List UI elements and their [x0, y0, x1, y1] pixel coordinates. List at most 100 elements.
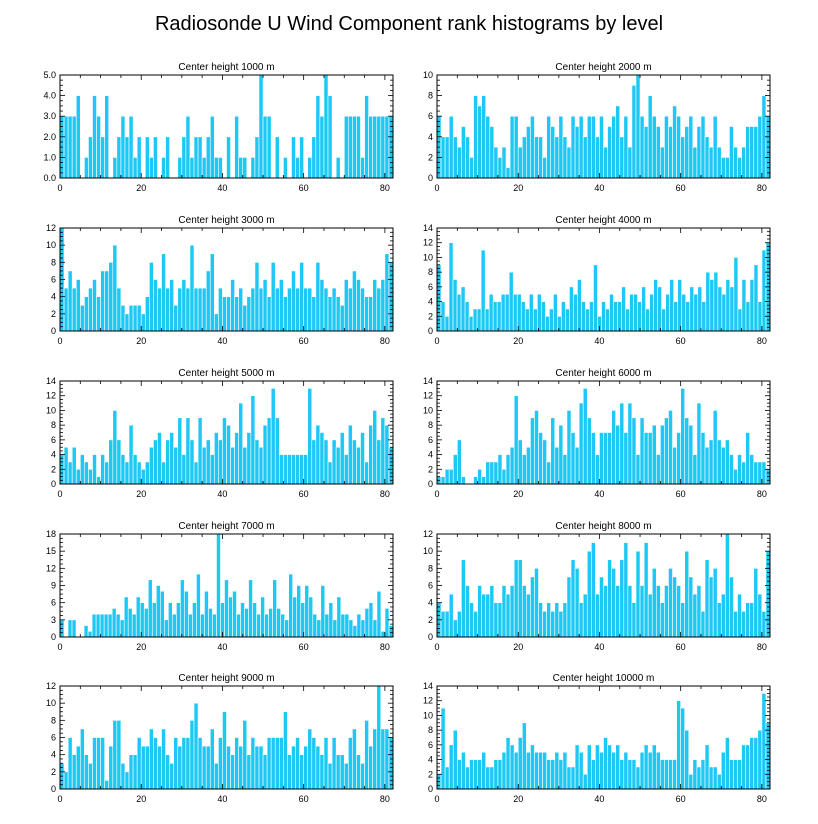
- histogram-bar: [631, 85, 637, 179]
- histogram-bar: [676, 115, 681, 179]
- y-tick-label: 12: [46, 223, 56, 233]
- histogram-bar: [185, 737, 191, 790]
- histogram-bar: [348, 619, 354, 638]
- y-tick-label: 12: [423, 391, 433, 401]
- histogram-bar: [457, 610, 462, 638]
- histogram-bar: [264, 613, 269, 638]
- x-tick-label: 0: [434, 183, 439, 193]
- histogram-bar: [161, 728, 166, 790]
- histogram-bar: [517, 439, 523, 485]
- histogram-bar: [250, 395, 256, 485]
- histogram-bar: [574, 446, 580, 485]
- panel-title: Center height 9000 m: [178, 673, 274, 684]
- histogram-bar: [173, 737, 179, 790]
- histogram-bar: [100, 136, 105, 179]
- panel-title: Center height 10000 m: [553, 673, 655, 684]
- histogram-bar: [485, 593, 491, 638]
- x-tick-label: 0: [57, 642, 62, 652]
- histogram-bar: [562, 454, 568, 485]
- histogram-bar: [230, 446, 235, 485]
- histogram-bar: [376, 685, 382, 790]
- y-tick-label: 6: [428, 435, 433, 445]
- histogram-bar: [669, 279, 675, 332]
- histogram-bar: [260, 596, 265, 638]
- histogram-bar: [128, 754, 134, 790]
- histogram-bar: [480, 249, 486, 332]
- histogram-bar: [619, 136, 625, 179]
- histogram-bar: [741, 146, 746, 179]
- y-tick-label: 0: [51, 479, 56, 489]
- histogram-bar: [384, 253, 390, 332]
- histogram-bar: [700, 432, 706, 485]
- histogram-bar: [469, 759, 474, 790]
- histogram-bar: [473, 476, 478, 485]
- histogram-bar: [331, 439, 337, 485]
- histogram-bar: [124, 313, 130, 332]
- histogram-bar: [444, 766, 450, 790]
- x-tick-label: 0: [57, 336, 62, 346]
- y-tick-label: 14: [423, 681, 433, 691]
- histogram-bar: [299, 136, 304, 179]
- histogram-bar: [185, 115, 191, 179]
- histogram-bar: [700, 759, 706, 790]
- y-tick-label: 4: [51, 450, 56, 460]
- histogram-bar: [542, 610, 547, 638]
- histogram-bar: [733, 146, 738, 179]
- histogram-bar: [639, 115, 645, 179]
- histogram-bar: [578, 602, 584, 638]
- histogram-bar: [209, 253, 215, 332]
- histogram-bar: [537, 293, 542, 332]
- histogram-bar: [384, 115, 390, 179]
- histogram-bar: [749, 737, 755, 790]
- histogram-bar: [67, 737, 73, 790]
- histogram-bar: [716, 773, 722, 790]
- y-tick-label: 14: [423, 376, 433, 386]
- histogram-bar: [144, 461, 150, 485]
- histogram-bar: [372, 410, 378, 485]
- histogram-bar: [461, 559, 466, 638]
- y-tick-label: 4: [428, 132, 433, 142]
- histogram-bar: [303, 287, 309, 332]
- histogram-bar: [448, 744, 454, 790]
- histogram-bar: [266, 115, 272, 179]
- histogram-bar: [673, 301, 679, 332]
- histogram-bar: [173, 304, 179, 332]
- histogram-bar: [283, 296, 288, 332]
- histogram-bar: [327, 296, 333, 332]
- histogram-bar: [84, 157, 89, 179]
- histogram-bar: [284, 619, 289, 638]
- histogram-bar: [96, 296, 101, 332]
- histogram-bar: [741, 279, 747, 332]
- histogram-bar: [484, 308, 490, 332]
- histogram-bar: [530, 115, 535, 179]
- y-tick-label: 2.0: [43, 132, 56, 142]
- histogram-bar: [348, 115, 353, 179]
- histogram-bar: [611, 410, 616, 485]
- histogram-bar: [549, 308, 554, 332]
- histogram-bar: [104, 780, 110, 790]
- histogram-bar: [311, 439, 317, 485]
- x-tick-label: 60: [676, 183, 686, 193]
- histogram-bar: [457, 759, 462, 790]
- histogram-bar: [623, 751, 629, 790]
- histogram-bar: [609, 293, 614, 332]
- histogram-bar: [651, 115, 657, 179]
- histogram-bar: [127, 608, 133, 638]
- histogram-bar: [603, 585, 608, 638]
- y-tick-label: 2: [51, 464, 56, 474]
- histogram-bar: [292, 596, 298, 638]
- histogram-bar: [692, 146, 698, 179]
- histogram-bar: [534, 410, 539, 485]
- histogram-bar: [212, 613, 217, 638]
- histogram-bar: [193, 461, 199, 485]
- histogram-bar: [461, 751, 466, 790]
- histogram-bar: [745, 744, 750, 790]
- histogram-bar: [128, 304, 134, 332]
- histogram-bar: [376, 115, 382, 179]
- histogram-bar: [116, 287, 122, 332]
- histogram-bar: [238, 157, 244, 179]
- histogram-bar: [607, 126, 612, 179]
- histogram-bar: [140, 745, 146, 790]
- histogram-bar: [336, 596, 342, 638]
- histogram-bar: [542, 439, 547, 485]
